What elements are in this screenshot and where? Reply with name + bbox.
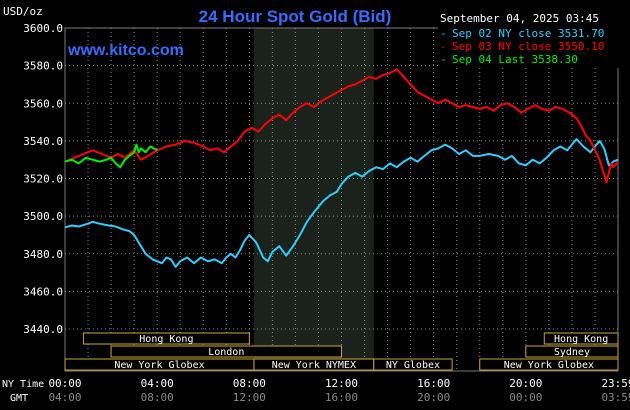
x-tick-label-gmt: 16:00	[325, 391, 358, 404]
session-label: New York Globex	[504, 360, 594, 371]
session-label: London	[208, 347, 244, 358]
series-line	[64, 143, 158, 169]
session-label: NY Globex	[386, 360, 440, 371]
x-tick-label-ny: 00:00	[48, 377, 81, 390]
y-tick-label: 3580.0	[23, 60, 63, 73]
x-tick-label-ny: 23:59	[601, 377, 630, 390]
session-label: New York Globex	[114, 360, 204, 371]
legend-entry: Sep 03 NY close 3550.10	[452, 40, 604, 53]
y-tick-label: 3540.0	[23, 135, 63, 148]
session-bar	[525, 345, 619, 358]
axis-ticks: 3440.0 3460.0 3480.0 3500.0 3520.0 3540.0 3560…	[23, 22, 630, 404]
nymex-highlight	[253, 28, 374, 371]
legend-entry: Sep 04 Last 3538.30	[452, 53, 578, 66]
legend-marker: -	[440, 53, 447, 66]
watermark-url: www.kitco.com	[67, 42, 184, 59]
price-series	[64, 68, 619, 268]
session-bar	[82, 332, 250, 345]
x-tick-label-ny: 16:00	[417, 377, 450, 390]
x-tick-label-gmt: 00:00	[509, 391, 542, 404]
chart-title: 24 Hour Spot Gold (Bid)	[199, 7, 392, 26]
y-tick-label: 3520.0	[23, 173, 63, 186]
x-tick-label-gmt: 20:00	[417, 391, 450, 404]
x-row-label-gmt: GMT	[10, 393, 28, 404]
session-bar	[373, 358, 453, 371]
session-bar	[543, 332, 619, 345]
trading-sessions: Hong Kong London New York Globex New York N…	[64, 332, 619, 371]
y-tick-label: 3500.0	[23, 210, 63, 223]
session-label: Hong Kong	[139, 334, 193, 345]
x-tick-label-gmt: 12:00	[233, 391, 266, 404]
x-tick-label-ny: 20:00	[509, 377, 542, 390]
y-tick-label: 3560.0	[23, 97, 63, 110]
x-tick-label-ny: 08:00	[233, 377, 266, 390]
legend-marker: -	[440, 40, 447, 53]
session-label: New York NYMEX	[272, 360, 356, 371]
y-tick-label: 3480.0	[23, 248, 63, 261]
session-bar	[479, 358, 619, 371]
x-tick-label-gmt: 04:00	[48, 391, 81, 404]
y-tick-label: 3600.0	[23, 22, 63, 35]
session-label: Hong Kong	[554, 334, 608, 345]
timestamp: September 04, 2025 03:45	[440, 12, 599, 25]
x-tick-label-gmt: 03:59	[601, 391, 630, 404]
x-tick-label-ny: 12:00	[325, 377, 358, 390]
session-label: Sydney	[554, 347, 590, 358]
y-tick-label: 3460.0	[23, 285, 63, 298]
legend-marker: -	[440, 27, 447, 40]
series-line	[64, 138, 619, 268]
x-tick-label-gmt: 08:00	[141, 391, 174, 404]
series-line	[64, 68, 619, 184]
x-tick-label-ny: 04:00	[141, 377, 174, 390]
x-row-label-ny: NY Time	[2, 379, 44, 390]
y-axis-label: USD/oz	[3, 5, 43, 18]
legend-entry: Sep 02 NY close 3531.70	[452, 27, 604, 40]
session-bar	[110, 345, 343, 358]
legend-box	[438, 26, 620, 68]
legend: - Sep 02 NY close 3531.70- Sep 03 NY close…	[438, 26, 620, 68]
y-tick-label: 3440.0	[23, 323, 63, 336]
